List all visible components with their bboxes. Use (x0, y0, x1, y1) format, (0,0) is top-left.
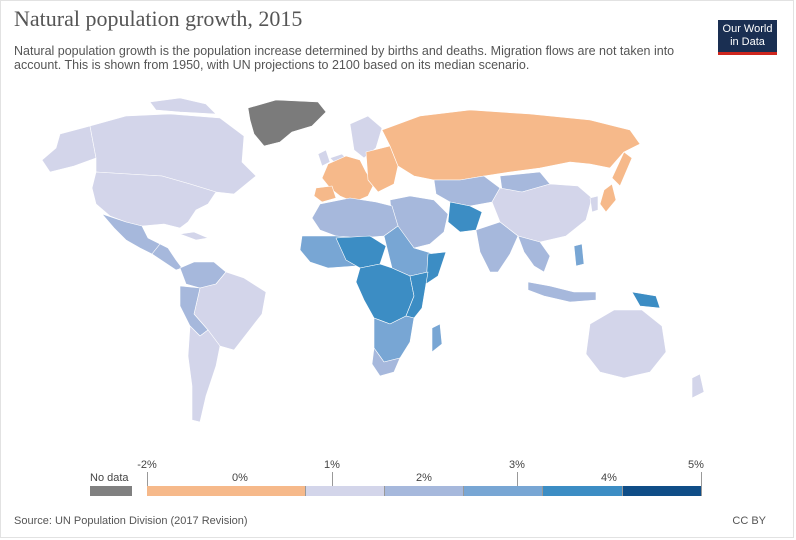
region-philippines[interactable] (573, 243, 585, 267)
region-indonesia[interactable] (527, 281, 597, 303)
region-east-africa[interactable] (405, 271, 429, 319)
region-southern-africa[interactable] (373, 315, 415, 363)
legend-nodata-swatch[interactable] (90, 486, 132, 496)
logo-line-1: Our World (722, 23, 773, 35)
region-horn-of-africa[interactable] (425, 251, 447, 285)
legend-tick-1: 1% (324, 459, 340, 471)
legend-segment-label-4: 4% (601, 472, 617, 484)
region-usa[interactable] (91, 171, 217, 229)
license-link[interactable]: CC BY (732, 515, 766, 527)
region-scandinavia[interactable] (349, 115, 383, 159)
legend-tick-0: -2% (137, 459, 157, 471)
legend-tick-mark-2 (517, 472, 518, 486)
legend-segment-5[interactable] (622, 486, 702, 496)
chart-title: Natural population growth, 2015 (14, 6, 303, 31)
legend-segment-label-2: 2% (416, 472, 432, 484)
world-map (41, 97, 705, 423)
region-korea[interactable] (589, 195, 599, 213)
region-new-zealand[interactable] (691, 373, 705, 399)
legend-tick-mark-1 (332, 472, 333, 486)
source-note[interactable]: Source: UN Population Division (2017 Rev… (14, 515, 248, 527)
region-central-asia[interactable] (433, 175, 501, 207)
legend-segment-1[interactable] (305, 486, 385, 496)
region-southeast-asia[interactable] (517, 235, 551, 273)
region-afghanistan-pakistan[interactable] (447, 201, 483, 233)
region-russia-far-east[interactable] (611, 151, 633, 187)
legend-tick-2: 3% (509, 459, 525, 471)
region-iberia[interactable] (313, 185, 337, 203)
legend-segment-4[interactable] (543, 486, 623, 496)
region-alaska[interactable] (41, 125, 97, 173)
region-russia[interactable] (381, 109, 641, 181)
region-india[interactable] (475, 221, 519, 273)
legend-segment-2[interactable] (384, 486, 465, 496)
region-japan[interactable] (599, 183, 617, 213)
region-western-europe[interactable] (321, 155, 375, 203)
chart-subtitle: Natural population growth is the populat… (14, 44, 675, 72)
legend-tick-mark-0 (147, 472, 148, 486)
region-central-america[interactable] (151, 243, 183, 271)
owid-logo[interactable]: Our World in Data (718, 20, 777, 55)
legend-segment-0[interactable] (147, 486, 306, 496)
region-greenland[interactable] (247, 99, 327, 147)
region-caribbean[interactable] (179, 231, 209, 241)
legend-nodata-label: No data (90, 472, 129, 484)
region-uk[interactable] (317, 149, 331, 167)
region-north-africa[interactable] (311, 197, 399, 239)
region-south-africa[interactable] (371, 347, 401, 377)
region-madagascar[interactable] (431, 323, 443, 353)
legend-segment-3[interactable] (464, 486, 544, 496)
legend-segment-label-0: 0% (232, 472, 248, 484)
legend-tick-3: 5% (688, 459, 704, 471)
logo-accent-bar (718, 52, 777, 55)
logo-line-2: in Data (730, 36, 765, 48)
region-png[interactable] (631, 291, 661, 309)
legend-tick-mark-3 (701, 472, 702, 486)
legend-color-bar (147, 486, 702, 496)
region-arctic-islands[interactable] (149, 97, 217, 115)
region-southern-cone[interactable] (187, 325, 221, 423)
region-australia[interactable] (585, 309, 667, 379)
